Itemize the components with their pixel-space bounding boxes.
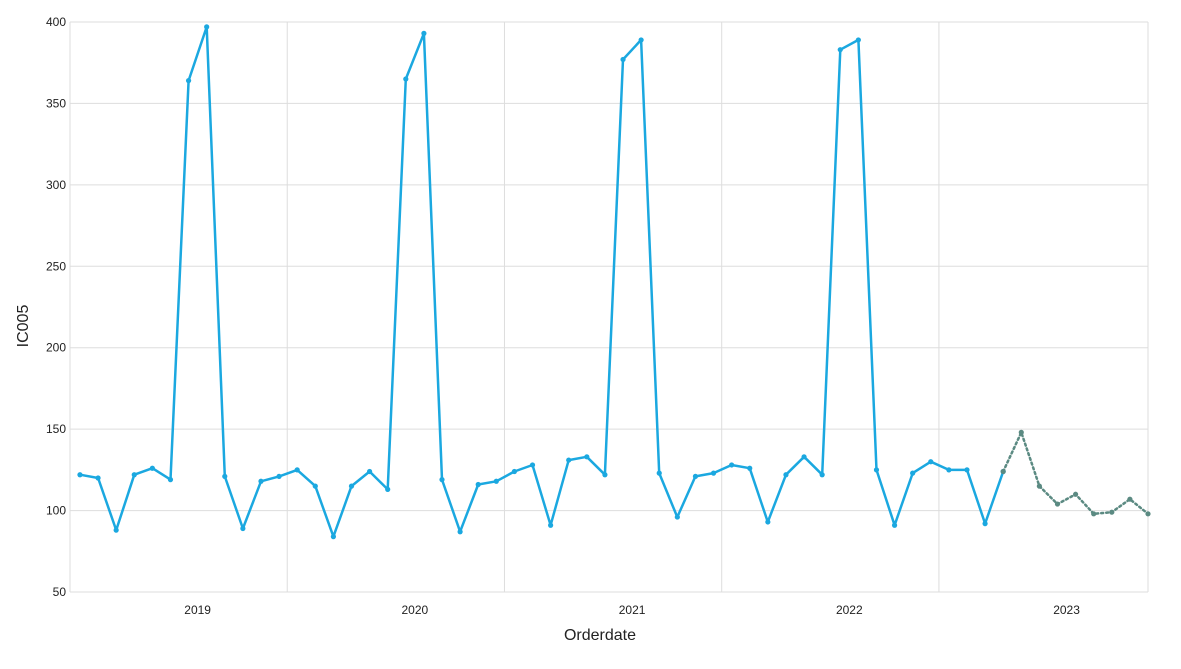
actual-data-point [330, 534, 336, 540]
actual-data-point [185, 78, 192, 84]
actual-data-point [982, 521, 988, 527]
actual-series-line [78, 25, 1005, 538]
forecast-data-point [1000, 468, 1006, 475]
x-tick-label: 2020 [401, 603, 428, 617]
actual-data-point [439, 477, 445, 483]
actual-data-point [819, 472, 825, 478]
actual-data-point [656, 470, 662, 476]
actual-data-point [548, 522, 554, 528]
actual-data-point [149, 465, 155, 471]
y-axis-label: IC005 [15, 305, 32, 348]
actual-data-point [77, 472, 83, 478]
grid-layer [69, 21, 1149, 593]
actual-data-point [385, 486, 391, 492]
actual-data-point [855, 37, 861, 43]
actual-data-point [891, 522, 898, 528]
actual-data-point [222, 473, 228, 479]
actual-data-point [747, 465, 753, 471]
actual-data-point [765, 519, 771, 525]
actual-data-point [602, 472, 608, 478]
actual-data-point [964, 467, 970, 473]
x-axis-ticks: 2019 2020 2021 2022 2023 [184, 603, 1080, 617]
actual-data-point [457, 529, 463, 535]
x-tick-label: 2022 [836, 603, 863, 617]
actual-data-point [873, 467, 880, 473]
forecast-data-point [1018, 429, 1024, 435]
actual-data-point [421, 30, 427, 36]
actual-data-point [131, 472, 137, 478]
series-layer [77, 24, 1151, 540]
actual-data-point [167, 477, 174, 483]
x-tick-label: 2021 [619, 603, 646, 617]
actual-data-point [620, 56, 626, 63]
actual-data-point [584, 454, 590, 460]
y-tick-label: 200 [46, 341, 66, 355]
x-axis-label: Orderdate [564, 627, 636, 644]
forecast-data-point [1072, 491, 1079, 497]
y-tick-label: 400 [46, 15, 66, 29]
actual-data-point [511, 468, 518, 475]
actual-data-point [95, 475, 101, 481]
actual-data-point [910, 470, 916, 476]
actual-data-point [783, 472, 789, 478]
actual-data-point [276, 473, 282, 479]
forecast-data-point [1054, 501, 1061, 507]
actual-data-point [566, 457, 572, 463]
actual-data-point [638, 37, 644, 43]
actual-data-point [674, 514, 680, 520]
y-tick-label: 150 [46, 422, 66, 436]
actual-data-point [204, 24, 210, 30]
forecast-data-point [1091, 511, 1097, 517]
y-tick-label: 350 [46, 96, 66, 110]
y-tick-label: 300 [46, 178, 66, 192]
actual-data-point [312, 483, 318, 489]
y-tick-label: 50 [53, 585, 67, 599]
y-tick-label: 100 [46, 504, 66, 518]
x-tick-label: 2023 [1053, 603, 1080, 617]
x-tick-label: 2019 [184, 603, 211, 617]
actual-data-point [258, 478, 264, 484]
actual-data-point [294, 467, 300, 473]
actual-data-point [403, 76, 409, 82]
forecast-data-point [1145, 511, 1151, 517]
forecast-data-point [1109, 509, 1115, 515]
actual-data-point [493, 478, 499, 484]
actual-data-point [946, 467, 952, 473]
actual-data-point [240, 525, 246, 532]
actual-data-point [801, 454, 807, 460]
forecast-series-line [1001, 431, 1150, 516]
actual-data-point [710, 470, 717, 476]
actual-data-point [692, 473, 699, 479]
actual-data-point [729, 462, 735, 468]
y-tick-label: 250 [46, 259, 66, 273]
actual-data-point [113, 527, 119, 533]
forecast-data-point [1036, 483, 1042, 489]
actual-data-point [837, 47, 843, 53]
y-axis-ticks: 50 100 150 200 250 300 350 400 [46, 15, 66, 599]
actual-data-point [928, 459, 934, 465]
actual-data-point [366, 468, 373, 475]
actual-data-point [475, 481, 481, 488]
actual-data-point [529, 462, 536, 468]
actual-data-point [348, 483, 355, 489]
forecast-data-point [1127, 496, 1133, 502]
